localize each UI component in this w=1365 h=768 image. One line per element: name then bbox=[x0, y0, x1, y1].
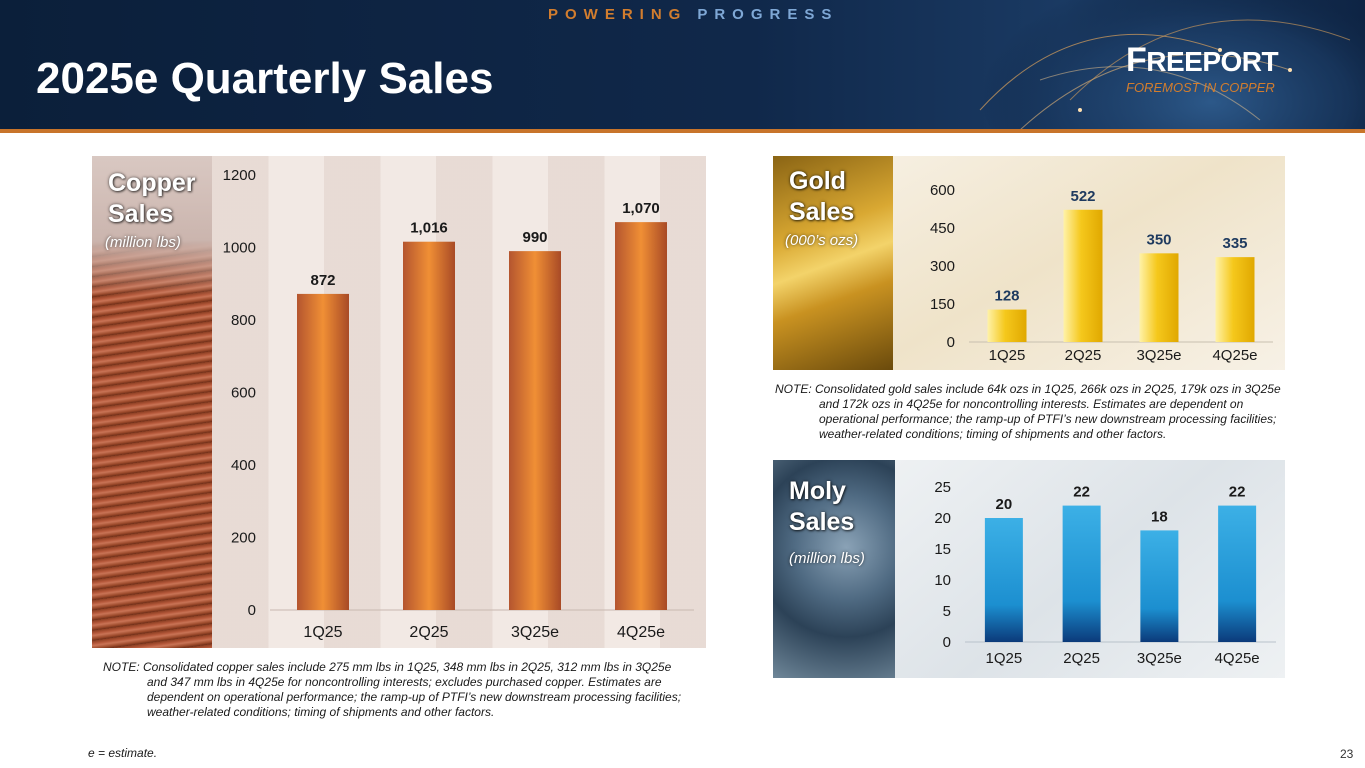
gold-y-tick-label: 600 bbox=[930, 182, 955, 199]
logo-tagline: FOREMOST IN COPPER bbox=[1126, 80, 1275, 95]
gold-value-label: 335 bbox=[1222, 235, 1247, 252]
tagline-part1: POWERING bbox=[548, 6, 688, 23]
header-accent-band bbox=[0, 129, 1365, 133]
logo-initial: F bbox=[1126, 41, 1147, 79]
page-number: 23 bbox=[1340, 747, 1354, 761]
copper-cathode-image bbox=[92, 156, 212, 648]
gold-value-label: 128 bbox=[994, 288, 1019, 305]
moly-bar-3Q25e bbox=[1140, 530, 1179, 642]
moly-category-label: 2Q25 bbox=[1063, 650, 1100, 667]
copper-y-tick-label: 200 bbox=[231, 530, 256, 547]
moly-bar-2Q25 bbox=[1062, 505, 1101, 642]
copper-bar-2Q25 bbox=[403, 241, 455, 610]
moly-y-tick-label: 20 bbox=[934, 510, 951, 527]
copper-sales-panel: Copper Sales (million lbs) 0 200 400 600 800… bbox=[92, 156, 706, 648]
moly-y-tick-label: 5 bbox=[943, 603, 951, 620]
moly-bar-chart: 0 5 10 15 20 25 20 1Q25 22 2Q25 18 3Q25e 22 4Q25e bbox=[934, 479, 1276, 667]
copper-y-tick-label: 0 bbox=[248, 602, 256, 619]
moly-bar-4Q25e bbox=[1218, 505, 1257, 642]
copper-category-label: 2Q25 bbox=[409, 624, 448, 641]
header-banner: POWERING PROGRESS 2025e Quarterly Sales F… bbox=[0, 0, 1365, 130]
moly-panel-title: Moly Sales bbox=[789, 476, 854, 538]
freeport-logo: FREEPORT FOREMOST IN COPPER bbox=[1126, 43, 1279, 95]
moly-title-line2: Sales bbox=[789, 508, 855, 536]
tagline-part2: PROGRESS bbox=[697, 6, 839, 23]
gold-bar-4Q25e bbox=[1215, 257, 1255, 342]
moly-value-label: 22 bbox=[1229, 484, 1246, 501]
copper-y-tick-label: 400 bbox=[231, 457, 256, 474]
gold-y-tick-label: 300 bbox=[930, 258, 955, 275]
copper-y-tick-label: 1000 bbox=[223, 240, 256, 257]
copper-bar-3Q25e bbox=[509, 251, 561, 610]
copper-title-line1: Copper bbox=[108, 169, 196, 197]
tagline: POWERING PROGRESS bbox=[548, 6, 838, 23]
copper-bar-chart: 0 200 400 600 800 1000 1200 872 1Q25 1,016 2Q25 990… bbox=[223, 167, 694, 641]
moly-value-label: 22 bbox=[1073, 484, 1090, 501]
page-title: 2025e Quarterly Sales bbox=[36, 54, 494, 103]
moly-y-tick-label: 25 bbox=[934, 479, 951, 496]
gold-note: NOTE: Consolidated gold sales include 64… bbox=[775, 382, 1281, 441]
copper-value-label: 1,016 bbox=[410, 220, 448, 237]
gold-panel-title: Gold Sales bbox=[789, 166, 854, 228]
globe-network-graphic bbox=[979, 0, 1365, 130]
gold-y-tick-label: 450 bbox=[930, 220, 955, 237]
moly-y-tick-label: 0 bbox=[943, 634, 951, 651]
gold-bar-chart: 0 150 300 450 600 128 1Q25 522 2Q25 350 3Q25e 335 4Q… bbox=[930, 182, 1273, 364]
moly-category-label: 1Q25 bbox=[986, 650, 1023, 667]
gold-value-label: 522 bbox=[1070, 188, 1095, 205]
copper-value-label: 872 bbox=[310, 272, 335, 289]
copper-panel-title: Copper Sales bbox=[108, 168, 196, 230]
gold-y-tick-label: 150 bbox=[930, 296, 955, 313]
copper-category-label: 3Q25e bbox=[511, 624, 559, 641]
moly-panel-unit: (million lbs) bbox=[789, 550, 865, 567]
moly-sales-panel: Moly Sales (million lbs) 0 5 10 15 20 25 20 1Q2… bbox=[773, 460, 1285, 678]
gold-category-label: 3Q25e bbox=[1136, 347, 1181, 364]
logo-rest: REEPORT bbox=[1146, 46, 1279, 77]
moly-machinery-image bbox=[773, 460, 895, 678]
copper-category-label: 1Q25 bbox=[303, 624, 342, 641]
gold-bar-1Q25 bbox=[987, 309, 1027, 342]
logo-name: FREEPORT bbox=[1126, 43, 1279, 77]
copper-bar-1Q25 bbox=[297, 293, 349, 610]
moly-category-label: 4Q25e bbox=[1215, 650, 1260, 667]
moly-y-tick-label: 15 bbox=[934, 541, 951, 558]
copper-value-label: 1,070 bbox=[622, 200, 660, 217]
moly-bar-1Q25 bbox=[984, 518, 1023, 642]
moly-y-tick-label: 10 bbox=[934, 572, 951, 589]
estimate-footnote: e = estimate. bbox=[88, 746, 158, 760]
gold-value-label: 350 bbox=[1146, 231, 1171, 248]
gold-panel-unit: (000’s ozs) bbox=[785, 232, 859, 249]
copper-title-line2: Sales bbox=[108, 200, 174, 228]
copper-y-tick-label: 800 bbox=[231, 312, 256, 329]
gold-title-line1: Gold bbox=[789, 167, 846, 195]
copper-panel-unit: (million lbs) bbox=[105, 234, 181, 251]
moly-category-label: 3Q25e bbox=[1137, 650, 1182, 667]
copper-value-label: 990 bbox=[522, 229, 547, 246]
copper-bar-4Q25e bbox=[615, 222, 667, 610]
gold-category-label: 1Q25 bbox=[989, 347, 1026, 364]
gold-sales-panel: Gold Sales (000’s ozs) 0 150 300 450 600 128 1… bbox=[773, 156, 1285, 370]
gold-bar-2Q25 bbox=[1063, 209, 1103, 342]
gold-bars-image bbox=[773, 156, 893, 370]
moly-value-label: 20 bbox=[996, 496, 1013, 513]
gold-y-tick-label: 0 bbox=[947, 334, 955, 351]
copper-y-tick-label: 600 bbox=[231, 385, 256, 402]
moly-value-label: 18 bbox=[1151, 508, 1168, 525]
gold-category-label: 4Q25e bbox=[1212, 347, 1257, 364]
gold-category-label: 2Q25 bbox=[1065, 347, 1102, 364]
copper-note: NOTE: Consolidated copper sales include … bbox=[103, 660, 682, 719]
copper-y-tick-label: 1200 bbox=[223, 167, 256, 184]
copper-category-label: 4Q25e bbox=[617, 624, 665, 641]
gold-title-line2: Sales bbox=[789, 198, 855, 226]
gold-bar-3Q25e bbox=[1139, 253, 1179, 342]
moly-title-line1: Moly bbox=[789, 477, 846, 505]
